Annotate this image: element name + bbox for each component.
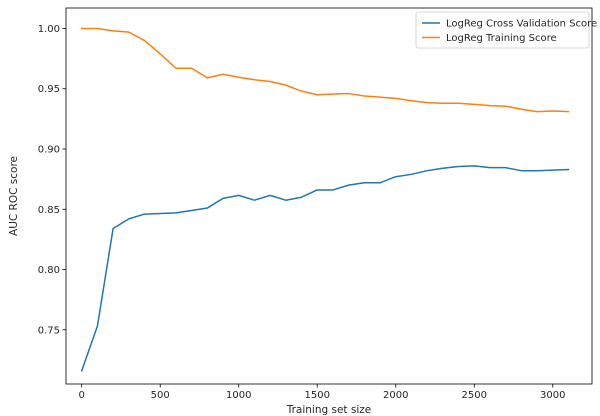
axes-frame — [65, 7, 593, 385]
y-tick-label: 0.85 — [38, 205, 60, 216]
legend-frame — [415, 11, 590, 49]
plot-background — [66, 8, 592, 384]
y-axis-label: AUC ROC score — [8, 156, 20, 236]
x-tick-label: 2500 — [462, 390, 487, 401]
x-tick-label: 0 — [79, 390, 85, 401]
x-tick-label: 2000 — [383, 390, 408, 401]
x-axis-label: Training set size — [286, 404, 372, 416]
series-layer — [80, 27, 570, 372]
y-tick-label: 1.00 — [38, 24, 60, 35]
legend-label-2: LogReg Training Score — [446, 33, 557, 44]
legend-label-1: LogReg Cross Validation Score — [446, 19, 597, 30]
series-line-1 — [80, 165, 570, 372]
x-tick-label: 500 — [151, 390, 170, 401]
x-tick-label: 1000 — [226, 390, 251, 401]
y-tick-label: 0.90 — [38, 145, 60, 156]
plot-area — [66, 8, 592, 384]
y-tick-label: 0.75 — [38, 325, 60, 336]
legend: LogReg Cross Validation Score LogReg Trai… — [415, 11, 597, 49]
x-tick-label: 1500 — [304, 390, 329, 401]
axes-layer: 0 500 1000 1500 2000 2500 3000 0.75 0.80 0.85 0.90… — [38, 7, 593, 401]
series-line-2 — [80, 27, 570, 113]
x-tick-label: 3000 — [540, 390, 565, 401]
y-tick-label: 0.95 — [38, 84, 60, 95]
y-tick-label: 0.80 — [38, 265, 60, 276]
